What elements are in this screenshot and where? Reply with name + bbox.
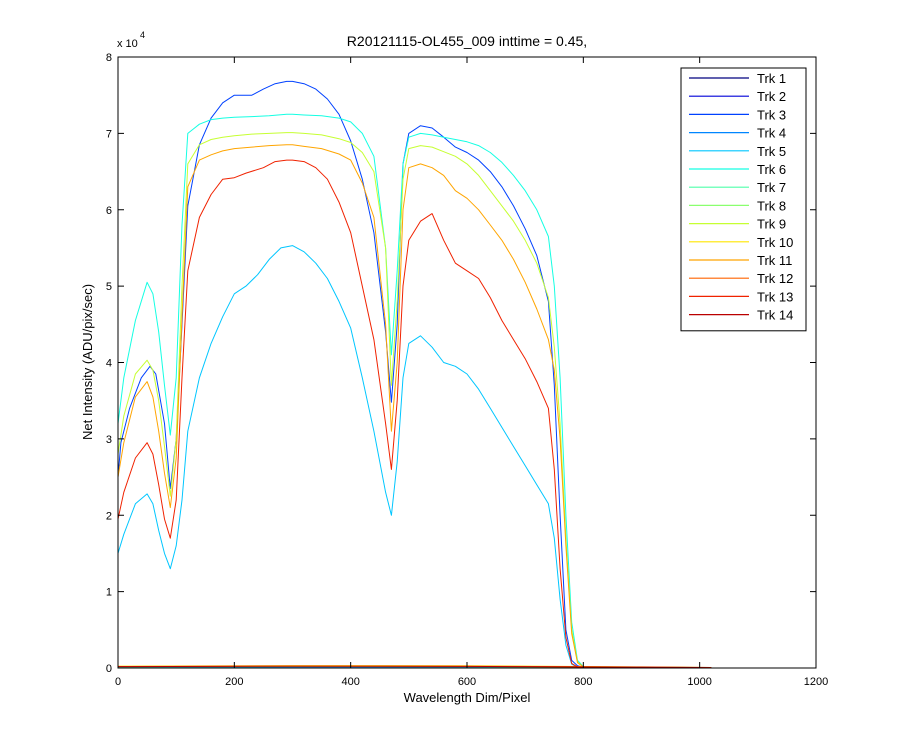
- x-tick-label: 400: [341, 676, 359, 688]
- y-tick-label: 0: [106, 663, 112, 675]
- y-exponent-power: 4: [140, 30, 145, 40]
- x-axis-label: Wavelength Dim/Pixel: [404, 690, 531, 705]
- y-tick-label: 6: [106, 205, 112, 217]
- chart-title: R20121115-OL455_009 inttime = 0.45,: [347, 33, 587, 49]
- y-tick-label: 8: [106, 52, 112, 64]
- y-tick-label: 4: [106, 358, 112, 370]
- series-line-13: [117, 159, 596, 669]
- legend-label: Trk 2: [757, 89, 786, 104]
- series-line-9: [117, 132, 596, 669]
- y-tick-label: 1: [106, 587, 112, 599]
- legend-label: Trk 13: [757, 289, 793, 304]
- legend-box: [680, 67, 807, 332]
- legend-label: Trk 10: [757, 235, 793, 250]
- legend-label: Trk 5: [757, 144, 786, 159]
- legend-label: Trk 7: [757, 180, 786, 195]
- legend-label: Trk 9: [757, 217, 786, 232]
- legend-label: Trk 6: [757, 162, 786, 177]
- legend-label: Trk 8: [757, 198, 786, 213]
- legend-label: Trk 11: [757, 253, 792, 268]
- x-tick-label: 200: [225, 676, 243, 688]
- x-tick-label: 600: [458, 676, 476, 688]
- axes: 0 200 400 600 800 1000 1200 0 1 2 3 4 5 6 7 8: [106, 52, 828, 688]
- x-tick-label: 1200: [804, 676, 828, 688]
- x-tick-label: 1000: [687, 676, 711, 688]
- series-line-6: [117, 113, 596, 669]
- legend-label: Trk 4: [757, 126, 786, 141]
- y-exponent-base: x 10: [117, 38, 138, 50]
- y-axis-label: Net Intensity (ADU/pix/sec): [80, 284, 95, 440]
- legend-label: Trk 12: [757, 271, 793, 286]
- y-tick-label: 2: [106, 510, 112, 522]
- x-tick-label: 800: [574, 676, 592, 688]
- legend: Trk 1 Trk 2 Trk 3 Trk 4 Trk 5 Trk 6 Trk 7 Trk 8…: [680, 67, 807, 332]
- y-tick-label: 7: [106, 128, 112, 140]
- legend-label: Trk 1: [757, 71, 786, 86]
- series-line-5: [117, 245, 596, 669]
- series-line-11: [117, 144, 596, 669]
- y-tick-label: 5: [106, 281, 112, 293]
- legend-label: Trk 14: [757, 308, 793, 323]
- y-tick-label: 3: [106, 434, 112, 446]
- legend-label: Trk 3: [757, 107, 786, 122]
- x-tick-label: 0: [115, 676, 121, 688]
